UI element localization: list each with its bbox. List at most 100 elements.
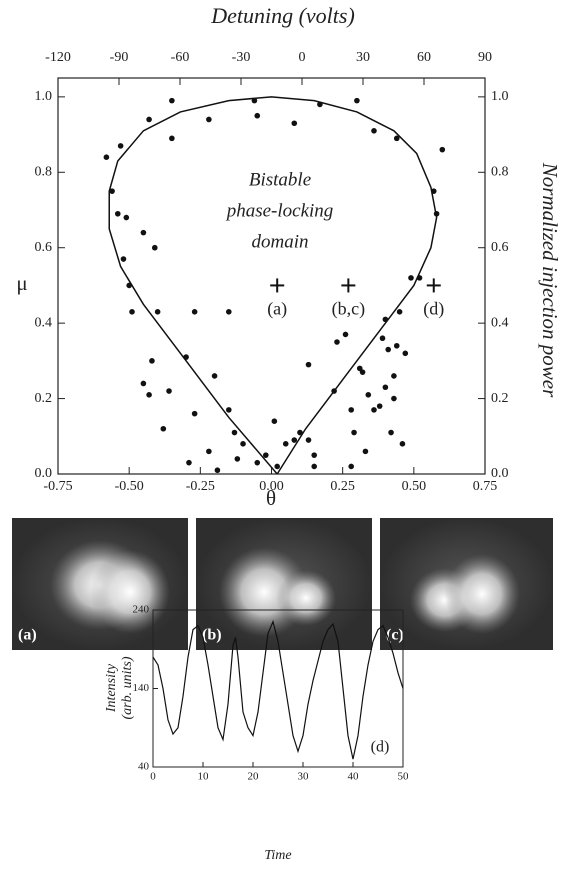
data-point [124, 215, 130, 221]
data-point [334, 339, 340, 345]
y-tick-label: 0.8 [35, 165, 53, 180]
data-point [115, 211, 121, 217]
x-axis-title: θ [266, 486, 276, 510]
data-point [394, 343, 400, 349]
data-point [235, 456, 241, 462]
y2-tick-label: 0.0 [491, 466, 509, 481]
x-tick-label: -0.50 [115, 479, 144, 494]
x-tick-label: 40 [348, 771, 360, 783]
x2-tick-label: -120 [45, 50, 71, 65]
data-point [240, 441, 246, 447]
y2-tick-label: 0.6 [491, 240, 509, 255]
data-point [283, 441, 289, 447]
figure: (a) (b) (c) -0.75-0.50-0.250.000.250.500… [0, 0, 567, 869]
data-point [169, 136, 175, 142]
data-point [306, 362, 312, 368]
data-point [215, 467, 221, 473]
data-point [226, 407, 232, 413]
data-point [385, 347, 391, 353]
data-point [388, 430, 394, 436]
data-point [377, 403, 383, 409]
y2-tick-label: 0.4 [491, 315, 509, 330]
data-point [291, 437, 297, 443]
data-point [311, 464, 317, 470]
y2-tick-label: 0.8 [491, 165, 509, 180]
data-point [408, 275, 414, 281]
x2-tick-label: 60 [417, 50, 431, 65]
data-point [351, 430, 357, 436]
data-point [391, 396, 397, 402]
x-tick-label: -0.75 [43, 479, 72, 494]
data-point [254, 113, 260, 119]
data-point [169, 98, 175, 104]
marker-label: (b,c) [332, 299, 365, 320]
x2-tick-label: -30 [232, 50, 251, 65]
data-point [141, 381, 147, 387]
x2-tick-label: 0 [299, 50, 306, 65]
data-point [397, 309, 403, 315]
data-point [161, 426, 167, 432]
image-c [380, 518, 553, 650]
y-tick-label: 0.4 [35, 315, 53, 330]
data-point [232, 430, 238, 436]
y-tick-label: 240 [133, 604, 150, 616]
data-point [311, 452, 317, 458]
data-point [371, 407, 377, 413]
data-point [146, 392, 152, 398]
x-tick-label: 30 [298, 771, 310, 783]
data-point [263, 452, 269, 458]
data-point [291, 120, 297, 126]
x-tick-label: 0.50 [402, 479, 427, 494]
y2-tick-label: 1.0 [491, 89, 509, 104]
data-point [149, 358, 155, 364]
data-point [192, 309, 198, 315]
data-point [306, 437, 312, 443]
x-tick-label: 20 [248, 771, 260, 783]
y-tick-label: 40 [138, 761, 150, 773]
data-point [118, 143, 124, 149]
y-axis-title: μ [16, 271, 27, 295]
x-tick-label: 0.25 [330, 479, 355, 494]
x-tick-label: -0.25 [186, 479, 215, 494]
image-a [12, 518, 188, 650]
y-tick-label: 0.0 [35, 466, 53, 481]
data-point [272, 418, 278, 424]
image-label: (a) [18, 627, 37, 644]
annotation: phase-locking [225, 200, 334, 221]
image-b [196, 518, 372, 650]
annotation: Bistable [249, 169, 311, 190]
data-point [192, 411, 198, 417]
image-label: (b) [202, 627, 222, 644]
data-point [166, 388, 172, 394]
data-point [186, 460, 192, 466]
y-axis-title: Intensity [104, 663, 119, 713]
data-point [206, 449, 212, 455]
y-axis-title: (arb. units) [120, 656, 135, 719]
y2-axis-title: Normalized injection power [538, 162, 562, 398]
data-point [274, 464, 280, 470]
data-point [206, 117, 212, 123]
x2-tick-label: 90 [478, 50, 492, 65]
data-point [121, 256, 127, 262]
data-point [354, 98, 360, 104]
data-point [141, 230, 147, 236]
x-tick-label: 0 [150, 771, 156, 783]
data-point [146, 117, 152, 123]
data-point [212, 373, 218, 379]
data-point [365, 392, 371, 398]
data-point [129, 309, 135, 315]
data-point [380, 335, 386, 341]
x2-axis-title: Detuning (volts) [210, 3, 355, 28]
y-tick-label: 0.6 [35, 240, 53, 255]
data-point [254, 460, 260, 466]
x-tick-label: 50 [398, 771, 410, 783]
data-point [383, 384, 389, 390]
x2-tick-label: -90 [110, 50, 129, 65]
data-point [155, 309, 161, 315]
data-point [391, 373, 397, 379]
x-tick-label: 0.75 [473, 479, 498, 494]
data-point [400, 441, 406, 447]
data-point [360, 369, 366, 375]
y-tick-label: 0.2 [35, 391, 53, 406]
data-point [104, 154, 110, 160]
